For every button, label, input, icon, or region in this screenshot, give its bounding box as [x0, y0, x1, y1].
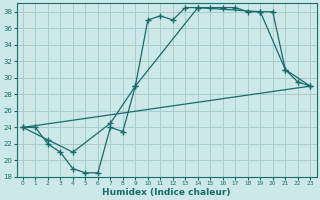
X-axis label: Humidex (Indice chaleur): Humidex (Indice chaleur)	[102, 188, 231, 197]
